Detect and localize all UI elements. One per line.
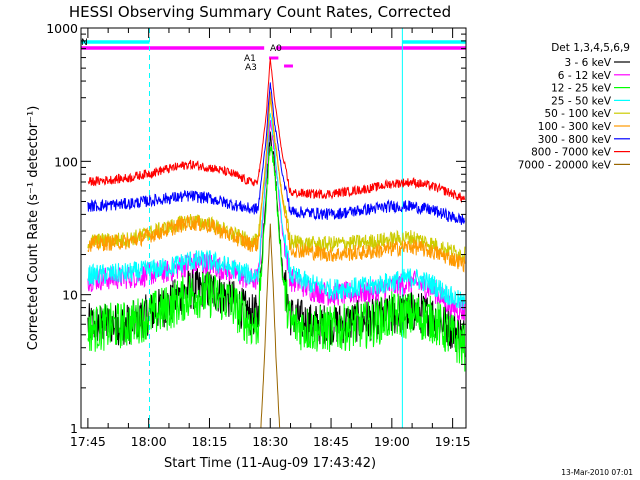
x-axis-label: Start Time (11-Aug-09 17:43:42) <box>164 456 376 471</box>
legend-label: 800 - 7000 keV <box>531 147 612 159</box>
x-tick-label: 18:00 <box>131 434 167 449</box>
flag-label-A3: A3 <box>245 63 257 73</box>
legend-label: 3 - 6 keV <box>564 57 611 69</box>
legend-label: 300 - 800 keV <box>538 134 612 146</box>
legend-label: 6 - 12 keV <box>558 70 612 82</box>
legend-label: 100 - 300 keV <box>538 121 612 133</box>
flag-bars <box>81 40 466 68</box>
flag-label-A0: A0 <box>270 44 282 54</box>
x-tick-label: 17:45 <box>70 434 106 449</box>
series-group <box>87 58 466 429</box>
y-tick-label: 1 <box>70 421 78 436</box>
legend-header: Det 1,3,4,5,6,9 <box>551 42 630 54</box>
y-axis-label: Corrected Count Rate (s⁻¹ detector⁻¹) <box>26 106 41 351</box>
series-line <box>87 112 466 311</box>
x-tick-label: 18:15 <box>191 434 227 449</box>
y-tick-label: 100 <box>54 154 78 169</box>
x-tick-label: 18:30 <box>252 434 288 449</box>
axis-ticks: 17:45 18:00 18:15 18:30 18:45 19:00 19:15 1 10 10… <box>46 21 470 449</box>
legend-label: 25 - 50 keV <box>551 95 612 107</box>
series-line <box>87 82 466 225</box>
legend-label: 12 - 25 keV <box>551 83 612 95</box>
plot-frame <box>80 27 467 429</box>
flag-label-A1: A1 <box>244 54 256 64</box>
x-tick-label: 18:45 <box>313 434 349 449</box>
flag-label-N: N <box>81 38 88 48</box>
series-line <box>87 58 466 204</box>
y-tick-label: 10 <box>62 288 78 303</box>
legend-label: 50 - 100 keV <box>544 108 611 120</box>
legend-label: 7000 - 20000 keV <box>518 159 612 171</box>
x-tick-label: 19:15 <box>435 434 471 449</box>
timestamp: 13-Mar-2010 07:01 <box>561 468 633 477</box>
chart-title: HESSI Observing Summary Count Rates, Cor… <box>69 3 451 21</box>
series-line <box>260 223 281 429</box>
series-line <box>87 91 466 273</box>
y-tick-label: 1000 <box>46 21 78 36</box>
series-line <box>87 146 466 372</box>
x-tick-label: 19:00 <box>374 434 410 449</box>
